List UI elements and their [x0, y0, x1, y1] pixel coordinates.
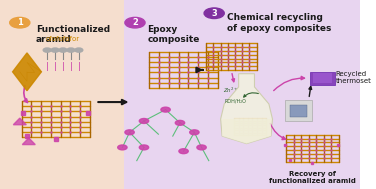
Circle shape	[139, 119, 149, 123]
Circle shape	[75, 48, 83, 52]
Circle shape	[179, 149, 188, 154]
Text: $Zn^{2+}$: $Zn^{2+}$	[223, 86, 238, 95]
Polygon shape	[221, 74, 273, 144]
Polygon shape	[13, 53, 41, 91]
FancyBboxPatch shape	[313, 73, 332, 83]
Text: Recycled
thermoset: Recycled thermoset	[335, 71, 371, 84]
Text: 3: 3	[211, 9, 217, 18]
FancyBboxPatch shape	[290, 105, 307, 117]
Text: Epoxy
composite: Epoxy composite	[147, 25, 200, 44]
Circle shape	[139, 145, 149, 150]
Text: Chemical recycling
of epoxy composites: Chemical recycling of epoxy composites	[227, 13, 331, 33]
Circle shape	[125, 17, 145, 28]
Circle shape	[197, 145, 206, 150]
Circle shape	[51, 48, 59, 52]
Circle shape	[204, 8, 224, 19]
FancyBboxPatch shape	[310, 72, 335, 85]
Circle shape	[59, 48, 67, 52]
FancyBboxPatch shape	[0, 0, 124, 189]
Polygon shape	[22, 138, 35, 145]
Text: 2: 2	[132, 18, 138, 27]
FancyBboxPatch shape	[124, 0, 360, 189]
Text: Functionalized
aramid: Functionalized aramid	[36, 25, 110, 44]
Text: ofofofofor: ofofofofor	[46, 36, 80, 42]
Polygon shape	[222, 119, 271, 144]
Circle shape	[10, 17, 30, 28]
Circle shape	[161, 107, 170, 112]
Circle shape	[67, 48, 75, 52]
FancyBboxPatch shape	[285, 100, 312, 121]
Circle shape	[190, 130, 199, 135]
Text: ROH/H₂O: ROH/H₂O	[225, 98, 247, 103]
Circle shape	[125, 130, 134, 135]
Text: 1: 1	[17, 18, 23, 27]
Circle shape	[175, 120, 185, 125]
Circle shape	[43, 48, 51, 52]
Circle shape	[118, 145, 127, 150]
Text: Recovery of
functionalized aramid: Recovery of functionalized aramid	[269, 171, 356, 184]
Polygon shape	[13, 118, 26, 125]
